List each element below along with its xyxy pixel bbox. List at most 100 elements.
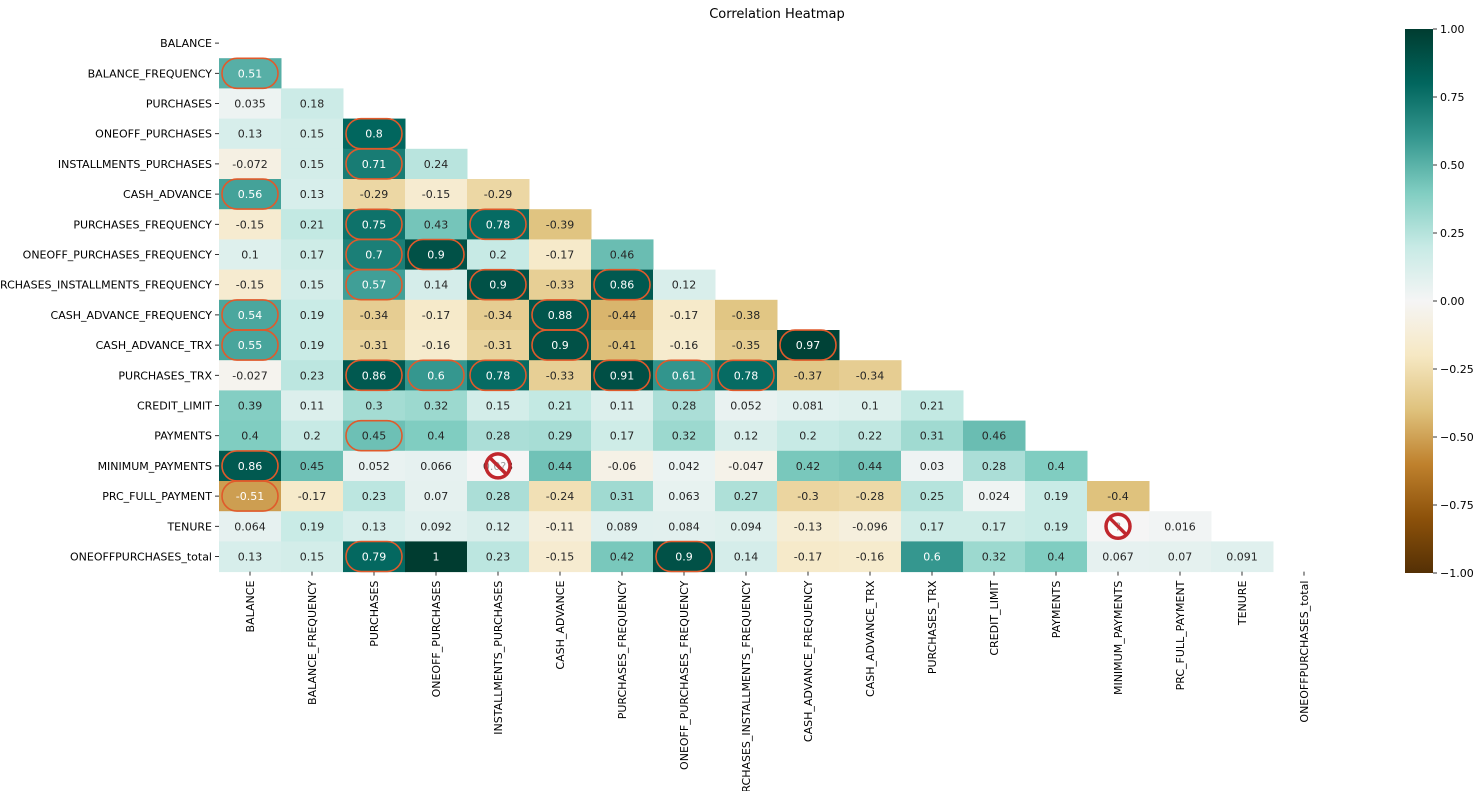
highlight-ellipse (593, 359, 651, 392)
heatmap-cell (1087, 481, 1150, 512)
cell-value-label: 0.97 (796, 339, 821, 352)
heatmap-cell (467, 360, 530, 391)
heatmap-cell (405, 450, 468, 482)
cell-value-label: 0.024 (978, 490, 1010, 503)
heatmap-cell (901, 511, 964, 542)
y-tick-label: PURCHASES_INSTALLMENTS_FREQUENCY (0, 279, 212, 292)
cell-value-label: -0.16 (670, 339, 698, 352)
cell-value-label: 0.39 (238, 400, 263, 413)
y-tick-label: BALANCE_FREQUENCY (88, 67, 213, 80)
highlight-ellipse (779, 329, 837, 361)
heatmap-cell (219, 330, 282, 361)
heatmap-cell (1149, 541, 1212, 573)
highlight-ellipse (345, 540, 403, 573)
heatmap-cell (281, 209, 344, 240)
cell-value-label: 0.092 (420, 520, 452, 533)
heatmap-cell (653, 541, 716, 573)
heatmap-cell (839, 450, 902, 482)
cell-value-label: 0.4 (427, 430, 445, 443)
heatmap-cell (653, 299, 716, 331)
heatmap-cell (219, 118, 282, 150)
heatmap-cell (591, 541, 654, 573)
cell-value-label: 0.79 (362, 551, 387, 564)
cell-value-label: 0.081 (792, 400, 824, 413)
x-tick-label: MINIMUM_PAYMENTS (1112, 581, 1125, 695)
heatmap-cell (343, 239, 406, 271)
cell-value-label: 0.19 (1044, 520, 1069, 533)
cell-value-label: 0.03 (920, 460, 945, 473)
heatmap-cell (529, 450, 592, 482)
cell-value-label: 0.18 (300, 98, 325, 111)
cell-value-label: 0.31 (610, 490, 635, 503)
cell-value-label: 0.55 (238, 339, 263, 352)
cell-value-label: 0.6 (923, 551, 941, 564)
highlight-ellipse (655, 359, 713, 392)
heatmap-cell (343, 420, 406, 452)
cell-value-label: -0.34 (856, 369, 884, 382)
heatmap-cell (777, 330, 840, 361)
cell-value-label: 0.88 (548, 309, 573, 322)
cell-value-label: 0.91 (610, 369, 635, 382)
cell-value-label: 0.31 (920, 430, 945, 443)
cell-value-label: -0.34 (360, 309, 388, 322)
y-tick-label: PURCHASES_FREQUENCY (73, 218, 212, 231)
heatmap-cell (777, 481, 840, 512)
x-axis-labels: BALANCE BALANCE_FREQUENCY PURCHASES ONEOFF_… (244, 571, 1311, 791)
heatmap-cell (529, 541, 592, 573)
heatmap-cell (405, 179, 468, 210)
heatmap-cell (281, 541, 344, 573)
cell-value-label: 0.19 (1044, 490, 1069, 503)
cell-value-label: 0.7 (365, 249, 383, 262)
cell-value-label: 0.15 (300, 128, 325, 141)
heatmap-cell (529, 239, 592, 271)
heatmap-cell (1025, 511, 1088, 542)
highlight-ellipse (407, 238, 465, 271)
cell-value-label: -0.29 (484, 188, 512, 201)
heatmap-cell (963, 541, 1026, 573)
heatmap-cell (715, 450, 778, 482)
cell-value-label: 0.17 (982, 520, 1007, 533)
heatmap-cell (343, 148, 406, 180)
colorbar-gradient (1405, 29, 1433, 573)
highlight-ellipse (345, 419, 403, 452)
heatmap-cell (343, 330, 406, 361)
cell-value-label: 0.089 (606, 520, 638, 533)
heatmap-cell (467, 541, 530, 573)
x-tick-label: PURCHASES_FREQUENCY (616, 580, 629, 719)
x-tick-label: CASH_ADVANCE_TRX (864, 580, 877, 697)
cell-value-label: 0.28 (672, 400, 697, 413)
heatmap-cell (219, 58, 282, 89)
heatmap-cell (529, 390, 592, 422)
heatmap-cell (343, 118, 406, 150)
cell-value-label: -0.34 (484, 309, 512, 322)
cell-value-label: 0.28 (486, 430, 511, 443)
cell-value-label: 0.066 (420, 460, 452, 473)
cell-value-label: -0.51 (236, 490, 264, 503)
heatmap-cell (343, 179, 406, 210)
cell-value-label: -0.15 (422, 188, 450, 201)
cell-value-label: 0.052 (730, 400, 762, 413)
x-tick-label: PURCHASES_INSTALLMENTS_FREQUENCY (740, 580, 753, 791)
heatmap-cell (1211, 541, 1274, 573)
heatmap-cell (529, 420, 592, 452)
heatmap-cell (715, 360, 778, 391)
y-tick-label: MINIMUM_PAYMENTS (98, 460, 212, 473)
heatmap-cell (901, 420, 964, 452)
highlight-ellipse (407, 359, 465, 392)
cell-value-label: -0.027 (232, 369, 267, 382)
y-tick-label: PURCHASES_TRX (118, 369, 212, 382)
heatmap-cell (653, 330, 716, 361)
colorbar-tick-label: −1.00 (1440, 567, 1474, 580)
heatmap-cell (653, 481, 716, 512)
heatmap-cell (219, 420, 282, 452)
cell-value-label: 0.17 (300, 249, 325, 262)
cell-value-label: -0.072 (232, 158, 267, 171)
heatmap-cell (901, 450, 964, 482)
cell-value-label: 0.9 (551, 339, 569, 352)
heatmap-cell (591, 390, 654, 422)
heatmap-cell (529, 209, 592, 240)
colorbar-tick-label: 0.00 (1440, 295, 1465, 308)
cell-value-label: 0.27 (734, 490, 759, 503)
heatmap-cell (281, 511, 344, 542)
